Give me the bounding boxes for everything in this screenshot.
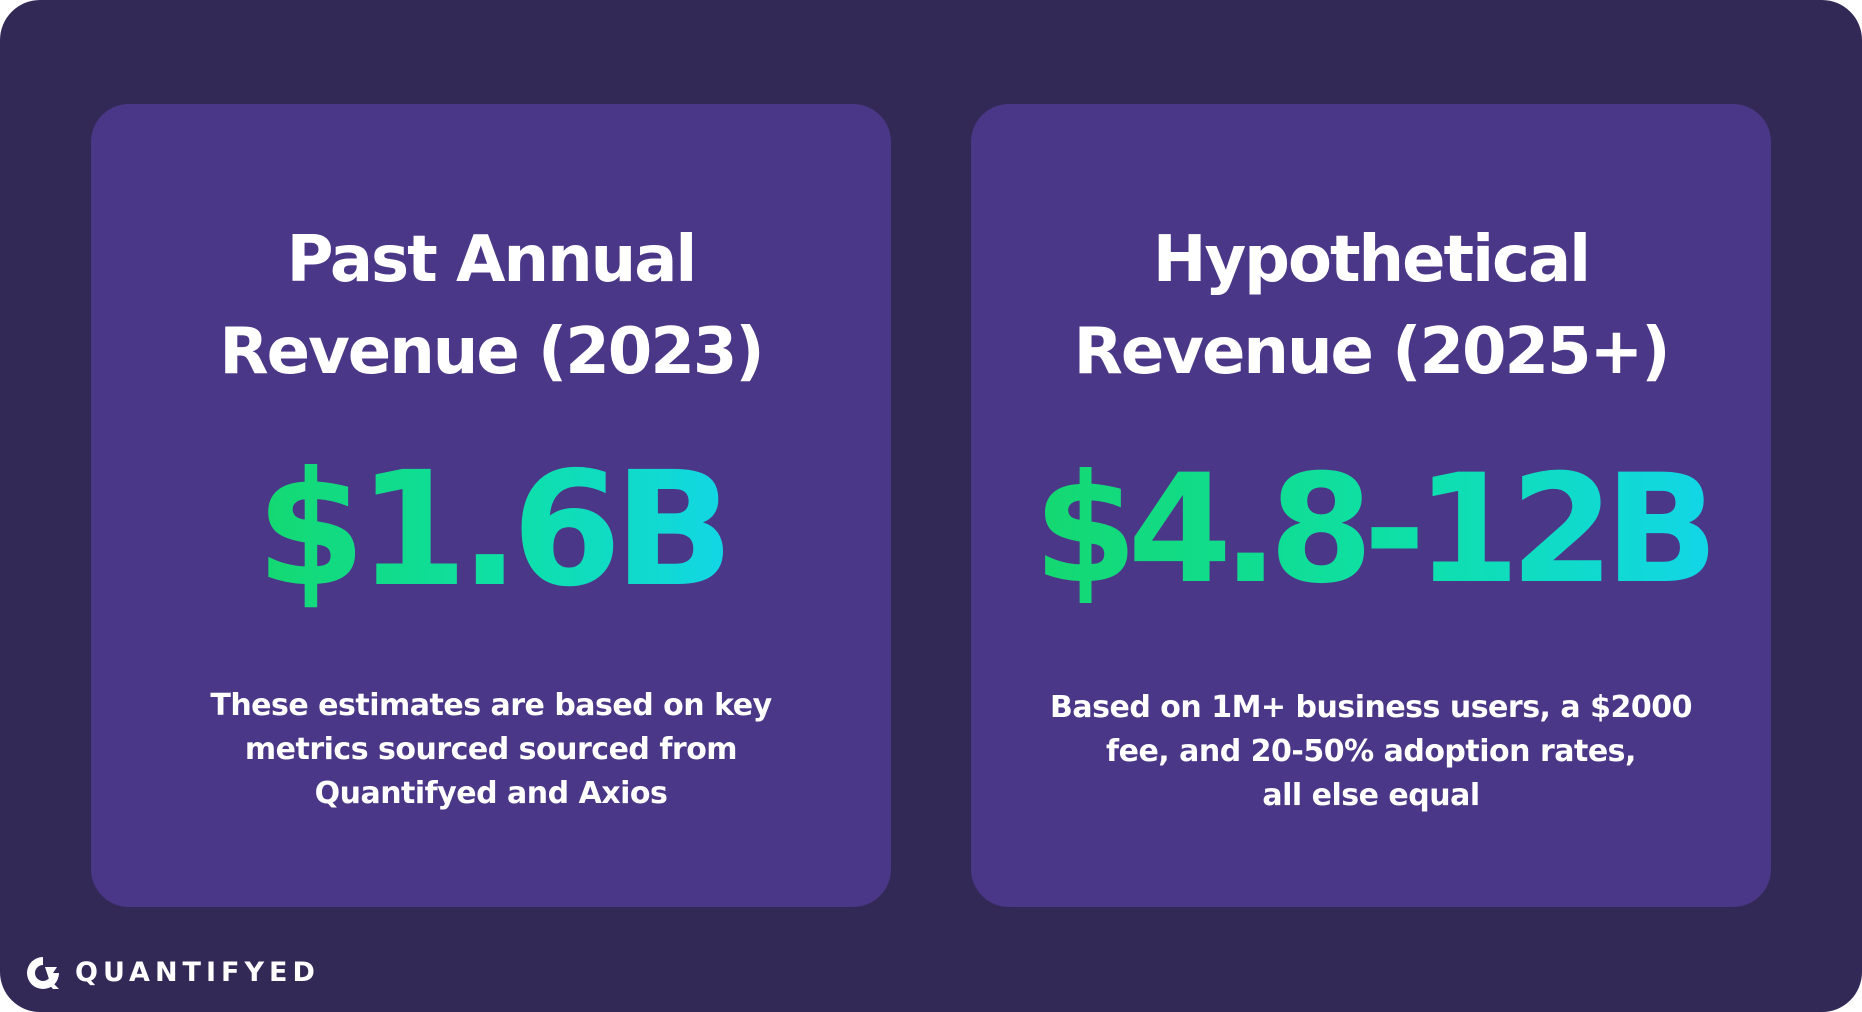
card-note: Based on 1M+ business users, a $2000 fee… [1011, 686, 1731, 818]
brand-footer: QUANTIFYED [25, 953, 320, 993]
card-note-line: These estimates are based on key [210, 688, 772, 723]
revenue-value: $1.6B [255, 438, 734, 622]
card-title-line: Revenue (2023) [219, 315, 764, 389]
card-title-line: Hypothetical [1152, 223, 1591, 297]
brand-name: QUANTIFYED [75, 957, 320, 988]
card-title-line: Past Annual [286, 223, 698, 297]
card-value: $4.8-12B [971, 440, 1771, 620]
past-revenue-card: Past Annual Revenue (2023) $1.6B These e… [91, 104, 891, 907]
quantifyed-logo-icon [27, 957, 59, 989]
card-title-line: Revenue (2025+) [1073, 315, 1671, 389]
revenue-value: $4.8-12B [1033, 443, 1718, 617]
card-title: Hypothetical Revenue (2025+) [991, 214, 1751, 398]
card-note-line: Quantifyed and Axios [314, 776, 668, 811]
card-note-line: metrics sourced sourced from [244, 732, 738, 767]
card-note-line: all else equal [1262, 778, 1480, 813]
card-note-line: Based on 1M+ business users, a $2000 [1050, 690, 1692, 725]
card-note-line: fee, and 20-50% adoption rates, [1106, 734, 1636, 769]
card-value: $1.6B [91, 440, 891, 620]
card-note: These estimates are based on key metrics… [131, 684, 851, 816]
hypothetical-revenue-card: Hypothetical Revenue (2025+) $4.8-12B Ba… [971, 104, 1771, 907]
card-title: Past Annual Revenue (2023) [111, 214, 871, 398]
